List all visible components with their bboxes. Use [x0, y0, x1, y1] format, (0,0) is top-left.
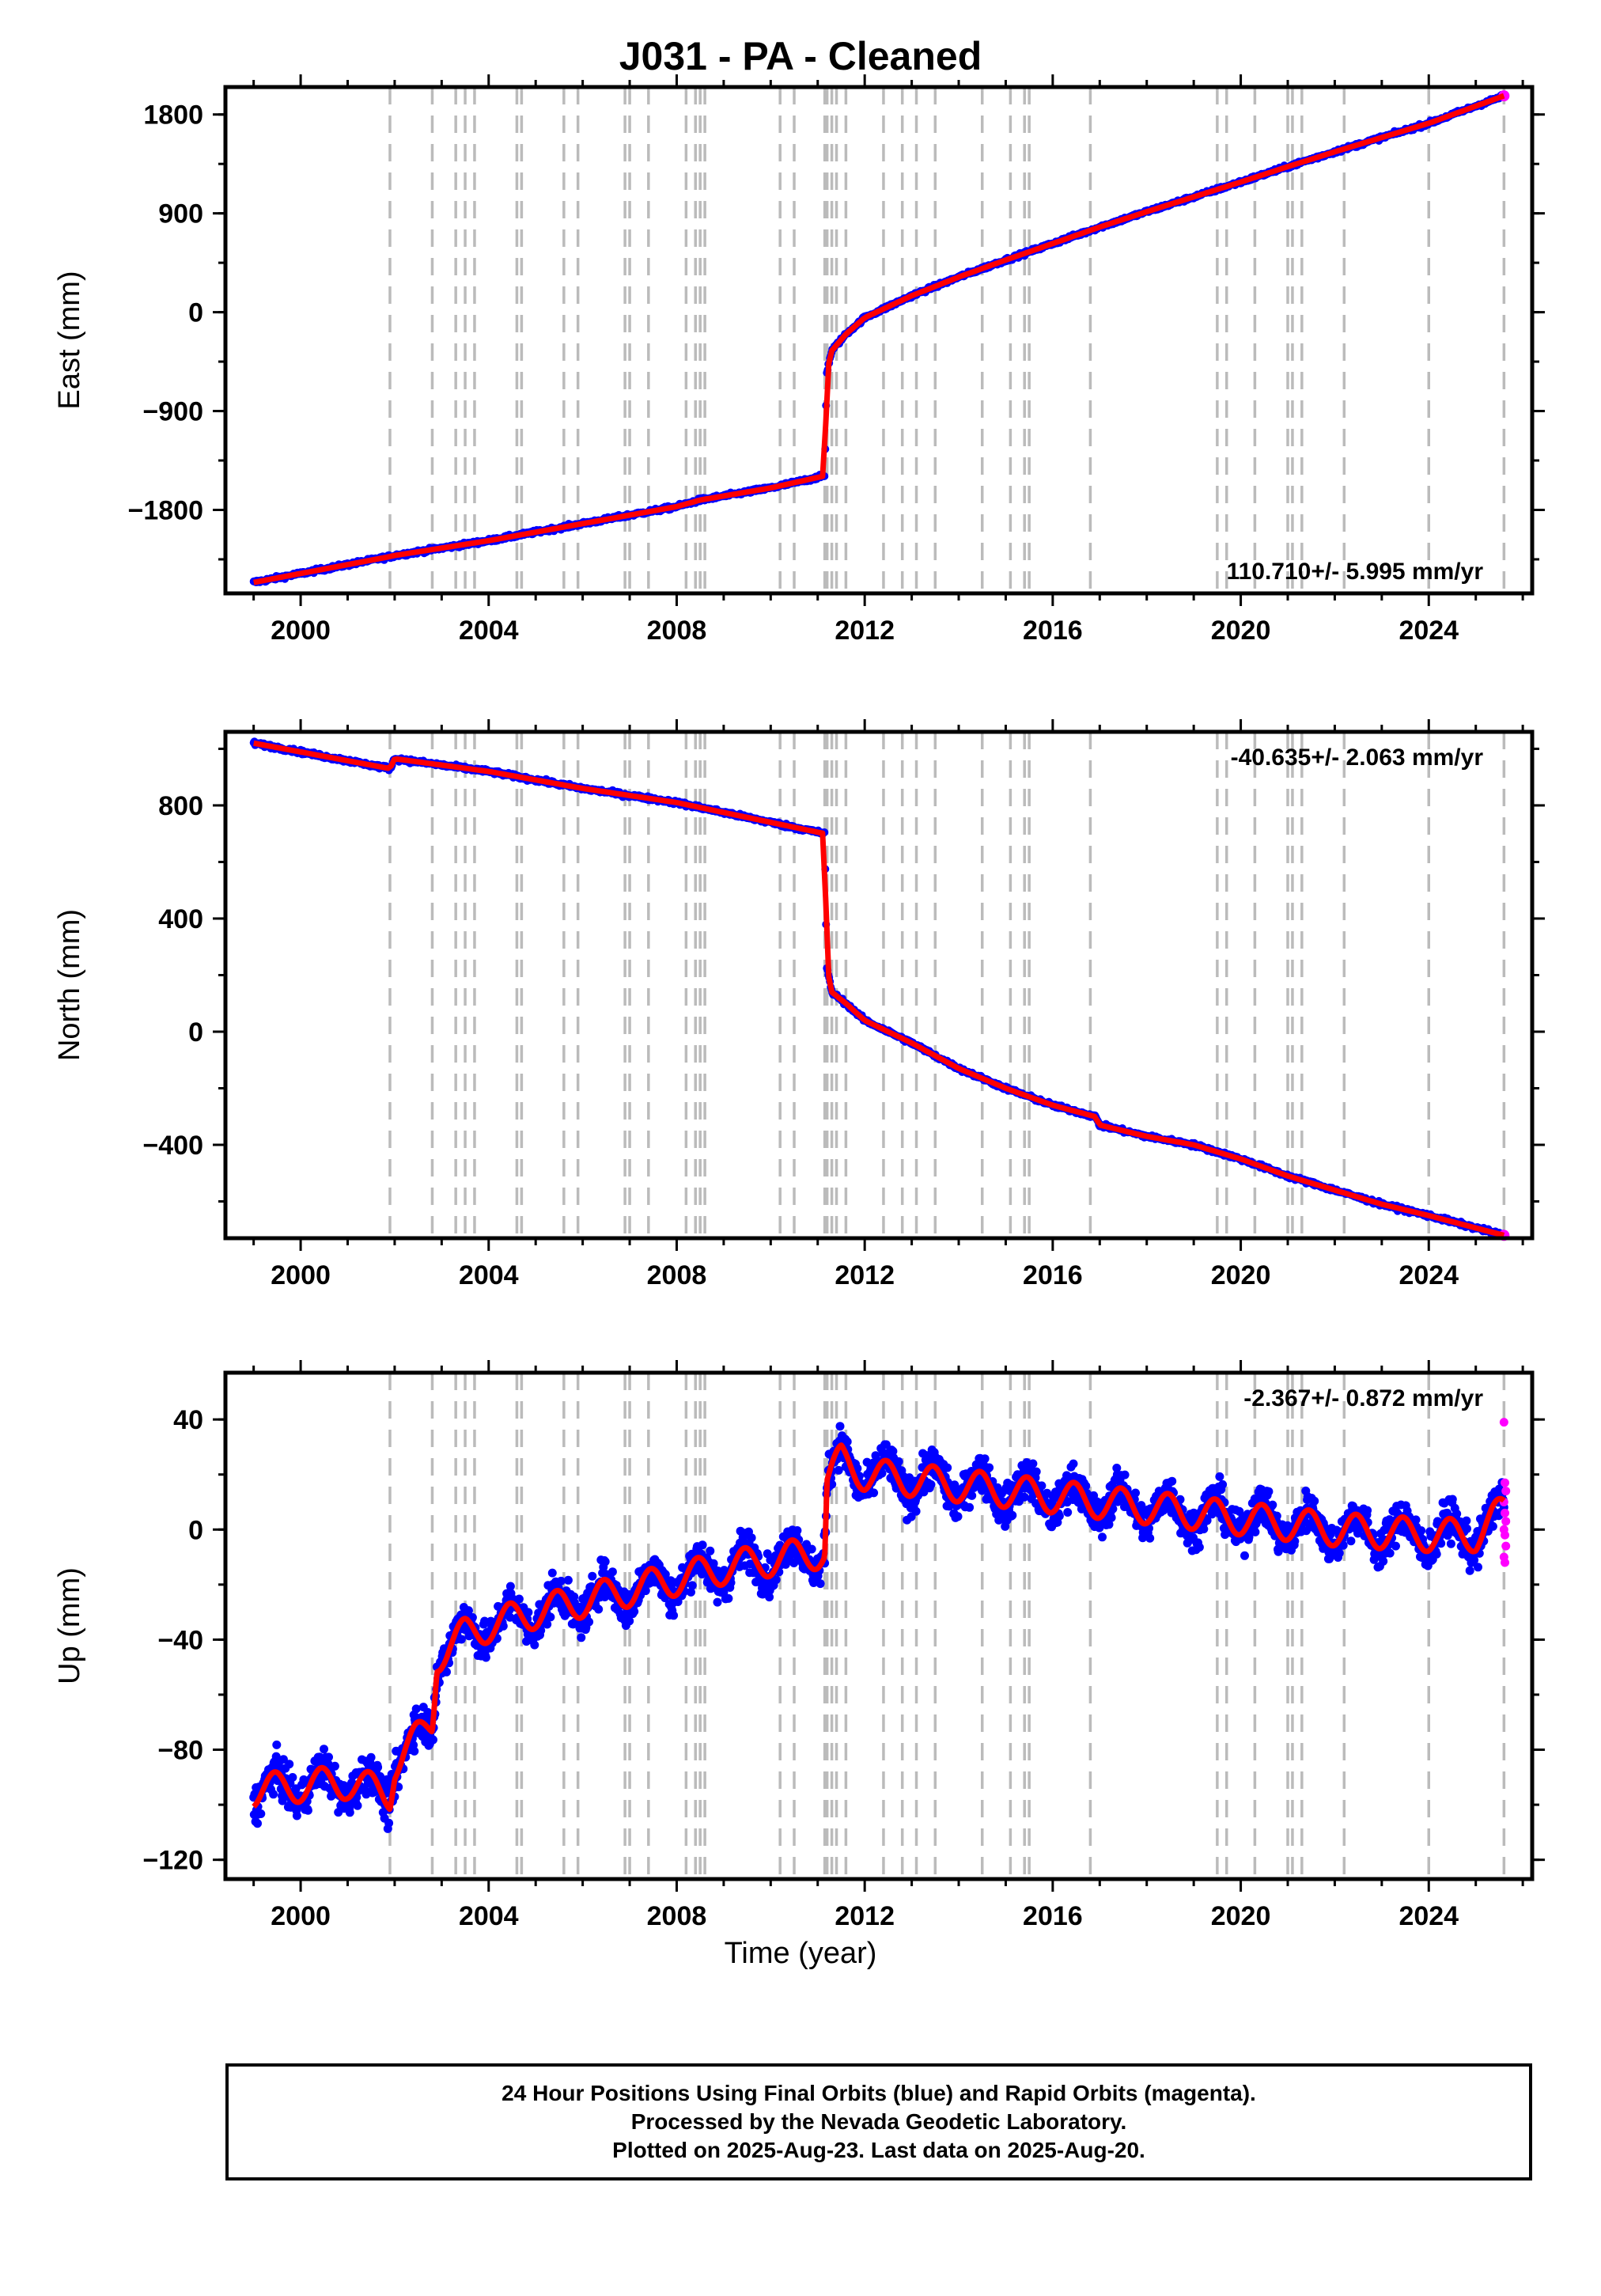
- final-orbit-point: [698, 1540, 707, 1550]
- x-tick-label: 2020: [1211, 1260, 1271, 1290]
- step-lines: [388, 1373, 1506, 1879]
- model-line: [253, 740, 1505, 1238]
- final-orbit-point: [669, 1611, 679, 1620]
- final-orbit-point: [546, 1612, 555, 1622]
- y-axis-label: North (mm): [53, 909, 86, 1061]
- plot-frame: [223, 729, 1535, 1241]
- x-tick-label: 2016: [1023, 1260, 1083, 1290]
- x-tick-label: 2008: [647, 1260, 707, 1290]
- final-orbit-point: [563, 1575, 573, 1585]
- y-tick-label: 800: [158, 791, 203, 821]
- final-orbit-point: [272, 1740, 282, 1749]
- rate-text: -40.635+/- 2.063 mm/yr: [1231, 744, 1484, 771]
- y-tick-label: −400: [142, 1131, 203, 1161]
- final-orbit-point: [943, 1463, 952, 1472]
- final-orbit-point: [456, 1635, 466, 1644]
- final-orbit-point: [256, 1809, 266, 1818]
- final-orbit-point: [366, 1752, 376, 1762]
- final-orbit-point: [288, 1773, 297, 1782]
- final-orbit-point: [706, 1546, 715, 1555]
- final-orbit-point: [330, 1761, 339, 1771]
- final-orbit-point: [630, 1607, 639, 1616]
- final-orbit-point: [373, 1763, 383, 1772]
- x-tick-label: 2004: [459, 1260, 519, 1290]
- final-orbit-point: [687, 1581, 697, 1590]
- final-orbit-point: [292, 1811, 301, 1821]
- final-orbit-points: [249, 1422, 1508, 1833]
- final-orbit-point: [713, 1597, 722, 1607]
- final-orbit-point: [320, 1745, 328, 1754]
- final-orbit-point: [588, 1571, 597, 1581]
- final-orbit-point: [269, 1790, 278, 1799]
- final-orbit-point: [607, 1567, 617, 1577]
- final-orbit-point: [253, 1819, 262, 1828]
- final-orbit-point: [481, 1653, 490, 1662]
- final-orbit-point: [894, 1457, 903, 1466]
- step-lines: [388, 732, 1506, 1238]
- final-orbit-point: [303, 1805, 312, 1815]
- up-panel: 2000 2004 2008 2012 2016 2020 2024−120−80−4004…: [53, 1360, 1545, 1931]
- final-orbit-point: [835, 1422, 845, 1431]
- final-orbit-point: [911, 1506, 921, 1516]
- final-orbit-point: [594, 1605, 604, 1614]
- final-orbit-points: [249, 737, 1508, 1241]
- x-tick-label: 2024: [1399, 1260, 1459, 1290]
- final-orbit-point: [345, 1808, 354, 1817]
- final-orbit-point: [324, 1752, 333, 1762]
- final-orbit-point: [585, 1617, 594, 1627]
- final-orbit-point: [747, 1533, 756, 1543]
- y-tick-label: 400: [158, 904, 203, 934]
- final-orbit-point: [926, 1480, 936, 1489]
- final-orbit-point: [793, 1526, 802, 1535]
- final-orbit-point: [524, 1608, 533, 1617]
- final-orbit-point: [816, 1579, 825, 1589]
- x-axis: 2000 2004 2008 2012 2016 2020 2024: [252, 719, 1524, 1290]
- final-orbit-point: [384, 1818, 394, 1828]
- final-orbit-point: [600, 1557, 610, 1567]
- y-axis: −400 0 400 800: [142, 747, 1545, 1203]
- final-orbit-point: [429, 1735, 437, 1745]
- final-orbit-point: [807, 1544, 816, 1554]
- final-orbit-point: [869, 1488, 879, 1498]
- final-orbit-point: [285, 1760, 294, 1769]
- final-orbit-point: [547, 1568, 557, 1578]
- chart-title: J031 - PA - Cleaned: [619, 34, 982, 78]
- final-orbit-point: [577, 1633, 586, 1642]
- y-tick-label: 0: [188, 1017, 203, 1048]
- x-tick-label: 2012: [835, 1260, 895, 1290]
- final-orbit-point: [724, 1593, 733, 1603]
- final-orbit-point: [530, 1640, 539, 1650]
- final-orbit-point: [709, 1559, 718, 1568]
- final-orbit-point: [514, 1594, 524, 1604]
- east-panel: 2000 2004 2008 2012 2016 2020 2024−1800−900090…: [53, 74, 1545, 646]
- x-tick-label: 2000: [271, 1260, 331, 1290]
- final-orbit-point: [353, 1801, 362, 1810]
- final-orbit-point: [410, 1746, 419, 1756]
